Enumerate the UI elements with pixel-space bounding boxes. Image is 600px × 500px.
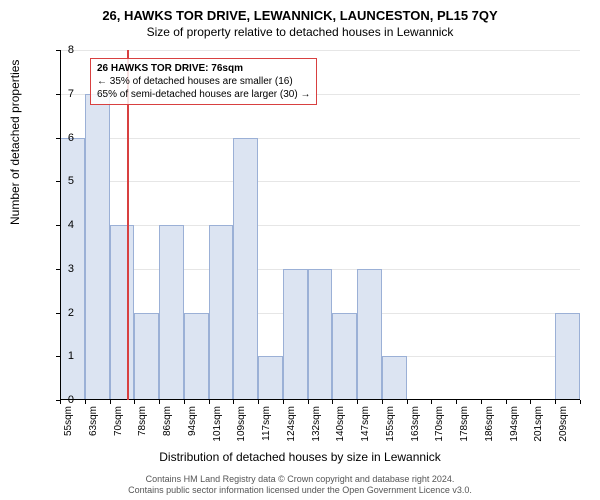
annotation-line1: 26 HAWKS TOR DRIVE: 76sqm (97, 62, 310, 75)
xtick-mark (481, 400, 482, 404)
xtick-mark (60, 400, 61, 404)
ytick-label: 7 (68, 88, 74, 100)
xtick-mark (407, 400, 408, 404)
ytick-mark (56, 356, 60, 357)
ytick-label: 8 (68, 44, 74, 56)
xtick-mark (580, 400, 581, 404)
ytick-label: 3 (68, 263, 74, 275)
x-axis-label: Distribution of detached houses by size … (0, 450, 600, 464)
annotation-line2: ← 35% of detached houses are smaller (16… (97, 75, 310, 88)
ytick-label: 0 (68, 394, 74, 406)
y-axis-label: Number of detached properties (8, 60, 22, 225)
ytick-mark (56, 181, 60, 182)
xtick-mark (233, 400, 234, 404)
ytick-label: 6 (68, 132, 74, 144)
xtick-mark (357, 400, 358, 404)
xtick-mark (506, 400, 507, 404)
xtick-mark (382, 400, 383, 404)
xtick-mark (332, 400, 333, 404)
plot-area: 26 HAWKS TOR DRIVE: 76sqm ← 35% of detac… (60, 50, 580, 400)
ytick-label: 1 (68, 350, 74, 362)
chart-subtitle: Size of property relative to detached ho… (0, 23, 600, 39)
ytick-mark (56, 138, 60, 139)
xtick-mark (184, 400, 185, 404)
xtick-mark (308, 400, 309, 404)
attribution-line1: Contains HM Land Registry data © Crown c… (0, 474, 600, 485)
xtick-mark (431, 400, 432, 404)
xtick-mark (159, 400, 160, 404)
ytick-mark (56, 50, 60, 51)
ytick-mark (56, 94, 60, 95)
xtick-mark (530, 400, 531, 404)
ytick-label: 5 (68, 175, 74, 187)
ytick-mark (56, 269, 60, 270)
xtick-mark (258, 400, 259, 404)
ytick-label: 4 (68, 219, 74, 231)
xtick-mark (555, 400, 556, 404)
xtick-mark (456, 400, 457, 404)
attribution-line2: Contains public sector information licen… (0, 485, 600, 496)
ytick-label: 2 (68, 307, 74, 319)
annotation-box: 26 HAWKS TOR DRIVE: 76sqm ← 35% of detac… (90, 58, 317, 105)
chart-title: 26, HAWKS TOR DRIVE, LEWANNICK, LAUNCEST… (0, 0, 600, 23)
xtick-mark (134, 400, 135, 404)
xtick-mark (283, 400, 284, 404)
ytick-mark (56, 400, 60, 401)
chart-container: 26, HAWKS TOR DRIVE, LEWANNICK, LAUNCEST… (0, 0, 600, 500)
annotation-line3: 65% of semi-detached houses are larger (… (97, 88, 310, 101)
ytick-mark (56, 225, 60, 226)
xtick-mark (209, 400, 210, 404)
ytick-mark (56, 313, 60, 314)
xtick-mark (85, 400, 86, 404)
attribution: Contains HM Land Registry data © Crown c… (0, 474, 600, 496)
xtick-mark (110, 400, 111, 404)
